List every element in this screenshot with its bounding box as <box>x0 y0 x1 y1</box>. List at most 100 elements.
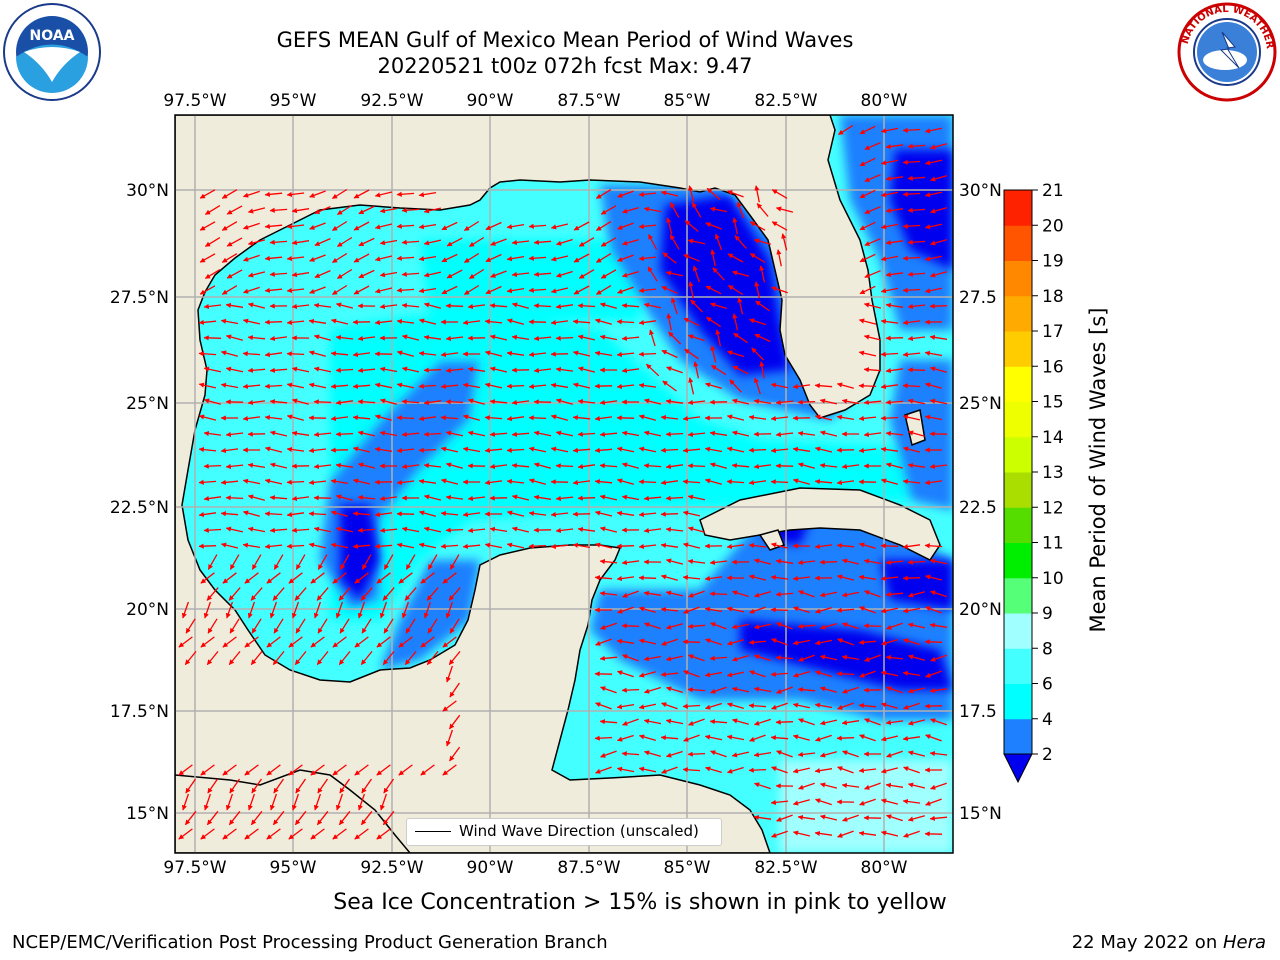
wind-wave-arrow <box>288 572 303 584</box>
wind-wave-arrow <box>929 334 948 340</box>
wind-wave-arrow <box>661 638 678 646</box>
wind-wave-arrow <box>313 526 332 533</box>
wind-wave-arrow <box>886 814 903 822</box>
wind-wave-arrow <box>528 223 547 229</box>
wind-wave-arrow <box>643 495 662 501</box>
wind-wave-arrow <box>555 495 574 501</box>
wind-wave-arrow <box>880 255 899 262</box>
wind-wave-arrow <box>858 639 877 645</box>
wind-wave-arrow <box>662 380 677 392</box>
wind-wave-arrow <box>203 793 212 811</box>
wind-wave-arrow <box>665 463 684 470</box>
wind-wave-arrow <box>903 638 920 646</box>
wind-wave-arrow <box>864 654 881 662</box>
wind-wave-arrow <box>244 572 259 584</box>
sea-ice-note: Sea Ice Concentration > 15% is shown in … <box>333 890 947 915</box>
wind-wave-arrow <box>902 159 921 165</box>
wind-wave-arrow <box>616 383 635 390</box>
wind-wave-arrow <box>332 636 347 648</box>
wind-wave-arrow <box>354 764 369 776</box>
wind-wave-arrow <box>930 782 947 790</box>
wind-wave-arrow <box>929 398 948 405</box>
wind-wave-arrow <box>682 542 701 549</box>
wind-wave-arrow <box>243 254 260 262</box>
wind-wave-arrow <box>902 255 921 261</box>
wind-wave-arrow <box>269 495 288 501</box>
wind-wave-arrow <box>401 399 420 405</box>
wind-wave-arrow <box>819 430 838 437</box>
wind-wave-arrow <box>374 543 393 549</box>
wind-wave-arrow <box>573 285 590 295</box>
wind-wave-arrow <box>925 670 942 678</box>
wind-wave-arrow <box>880 575 899 582</box>
wind-wave-arrow <box>704 575 723 582</box>
wind-wave-arrow <box>666 686 683 694</box>
wind-wave-arrow <box>660 542 679 549</box>
wind-wave-arrow <box>709 430 728 436</box>
wind-wave-arrow <box>797 751 816 758</box>
wind-wave-arrow <box>753 398 772 405</box>
wind-wave-arrow <box>198 351 217 357</box>
wind-wave-arrow <box>247 601 256 619</box>
wind-wave-arrow <box>247 793 256 811</box>
wind-wave-arrow <box>754 281 760 299</box>
wind-wave-arrow <box>310 636 325 648</box>
wind-wave-arrow <box>594 415 613 422</box>
wind-wave-arrow <box>445 729 454 747</box>
wind-wave-arrow <box>731 751 750 758</box>
wind-wave-arrow <box>736 201 745 219</box>
wind-wave-arrow <box>859 734 876 742</box>
wind-wave-arrow <box>756 203 769 217</box>
wind-wave-arrow <box>266 764 281 776</box>
wind-wave-arrow <box>335 494 353 501</box>
wind-wave-arrow <box>204 205 221 215</box>
wind-wave-arrow <box>441 221 458 231</box>
wind-wave-arrow <box>599 590 618 597</box>
wind-wave-arrow <box>595 221 612 231</box>
wind-wave-arrow <box>793 670 810 678</box>
wind-wave-arrow <box>754 590 771 598</box>
wind-wave-arrow <box>264 255 283 261</box>
wind-wave-arrow <box>770 382 789 389</box>
wind-wave-arrow <box>907 559 926 565</box>
wind-wave-arrow <box>199 221 216 231</box>
wind-wave-arrow <box>836 607 855 613</box>
wind-wave-arrow <box>269 462 288 469</box>
wind-wave-arrow <box>352 478 371 485</box>
wind-wave-arrow <box>749 253 766 263</box>
wind-wave-arrow <box>226 205 243 215</box>
lon-label: 82.5°W <box>754 91 817 111</box>
wind-wave-arrow <box>269 527 288 533</box>
wind-wave-arrow <box>859 221 876 231</box>
wind-wave-arrow <box>247 207 266 214</box>
wind-wave-arrow <box>273 554 284 570</box>
wind-wave-arrow <box>594 542 613 549</box>
wind-wave-arrow <box>445 494 464 501</box>
wind-wave-arrow <box>902 478 921 485</box>
wind-wave-arrow <box>754 718 771 726</box>
wind-wave-arrow <box>711 364 727 376</box>
wind-wave-arrow <box>357 601 366 619</box>
wind-wave-arrow <box>335 334 354 341</box>
wind-wave-arrow <box>621 335 640 341</box>
wind-wave-arrow <box>775 399 794 405</box>
wind-wave-arrow <box>726 414 745 421</box>
wind-wave-arrow <box>907 303 926 310</box>
wind-wave-arrow <box>820 622 837 630</box>
wind-wave-arrow <box>242 542 261 549</box>
wind-wave-arrow <box>661 702 678 710</box>
colorbar-band <box>1004 331 1032 367</box>
wind-wave-arrow <box>814 446 833 453</box>
wind-wave-arrow <box>706 187 721 201</box>
wind-wave-arrow <box>462 446 481 453</box>
wind-wave-arrow <box>594 350 613 357</box>
wind-wave-arrow <box>467 366 486 372</box>
wind-wave-arrow <box>645 363 660 377</box>
wind-wave-arrow <box>185 618 196 634</box>
wind-wave-arrow <box>599 719 618 725</box>
wind-wave-arrow <box>550 511 569 518</box>
colorbar-tick-label: 2 <box>1042 745 1053 765</box>
wind-wave-arrow <box>442 572 457 584</box>
wind-wave-arrow <box>199 253 216 263</box>
wind-wave-arrow <box>550 414 568 421</box>
